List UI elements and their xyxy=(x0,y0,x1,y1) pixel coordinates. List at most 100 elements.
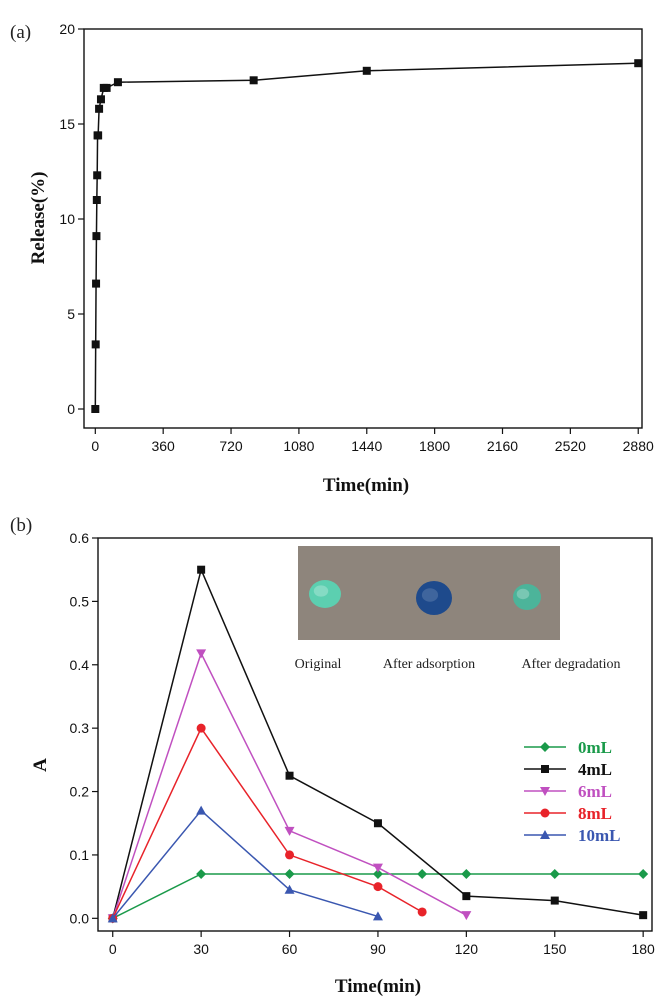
b-point-8ml xyxy=(285,850,295,860)
b-point-10ml xyxy=(107,913,118,923)
b-y-axis-title: A xyxy=(30,758,51,772)
b-point-4ml xyxy=(373,819,382,828)
absorbance-chart: (b) 0 30 60 90 120 150 180 0.0 0.1 0.2 0.3 0.4 0.5 0… xyxy=(10,515,655,997)
b-point-0ml xyxy=(372,868,383,879)
b-point-6ml xyxy=(461,911,472,921)
inset-sample-highlight xyxy=(516,588,530,600)
a-y-tick-label: 20 xyxy=(59,21,75,37)
inset-sample-highlight xyxy=(313,585,329,597)
a-x-tick-label: 2880 xyxy=(623,438,654,454)
inset-label-after-adsorption: After adsorption xyxy=(383,657,475,672)
a-x-tick-label: 720 xyxy=(219,438,243,454)
b-point-6ml xyxy=(372,863,383,873)
inset-photo: Original After adsorption After degradat… xyxy=(295,546,621,672)
legend-label-4ml: 4mL xyxy=(578,760,612,779)
legend-marker-4ml xyxy=(541,765,549,773)
a-y-tick-label: 0 xyxy=(67,401,75,417)
inset-label-after-degradation: After degradation xyxy=(521,657,620,672)
a-point-series xyxy=(249,76,258,85)
b-point-0ml xyxy=(461,868,472,879)
inset-sample xyxy=(309,580,341,608)
panel-b-label: (b) xyxy=(10,515,32,536)
a-point-series xyxy=(95,104,104,113)
b-y-tick-label: 0.4 xyxy=(70,657,90,673)
inset-label-original: Original xyxy=(295,657,342,672)
a-x-tick-label: 0 xyxy=(91,438,99,454)
b-point-10ml xyxy=(284,884,295,894)
b-y-tick-label: 0.0 xyxy=(70,910,90,926)
b-y-tick-label: 0.3 xyxy=(70,720,90,736)
legend-label-6ml: 6mL xyxy=(578,782,612,801)
legend: 0mL 4mL 6mL 8mL 10mL xyxy=(524,738,621,845)
b-x-tick-label: 60 xyxy=(282,941,298,957)
b-x-tick-label: 150 xyxy=(543,941,567,957)
panel-a-label: (a) xyxy=(10,22,31,43)
b-point-8ml xyxy=(417,907,427,917)
legend-label-8ml: 8mL xyxy=(578,804,612,823)
a-plot-frame xyxy=(83,28,643,429)
b-x-tick-label: 30 xyxy=(193,941,209,957)
a-point-series xyxy=(92,196,101,204)
inset-sample xyxy=(416,581,452,615)
a-y-tick-label: 10 xyxy=(59,211,75,227)
a-x-tick-label: 2520 xyxy=(555,438,586,454)
legend-marker-6ml xyxy=(540,787,550,796)
a-y-tick-label: 5 xyxy=(67,306,75,322)
a-point-series xyxy=(113,78,122,87)
a-point-series xyxy=(94,131,103,140)
b-x-tick-label: 120 xyxy=(455,941,479,957)
a-x-tick-label: 2160 xyxy=(487,438,518,454)
a-point-series xyxy=(102,83,111,92)
b-point-0ml xyxy=(284,868,295,879)
b-point-6ml xyxy=(284,826,295,836)
b-x-axis-title: Time(min) xyxy=(335,976,421,997)
a-point-series xyxy=(92,279,101,288)
release-chart: (a) 0 360 720 1080 1440 1800 2160 2520 2880 0 5 10… xyxy=(10,21,654,496)
a-point-series xyxy=(91,340,100,349)
b-point-0ml xyxy=(549,868,560,879)
b-point-4ml xyxy=(197,565,206,574)
a-point-series xyxy=(634,59,643,68)
legend-marker-10ml xyxy=(540,830,550,839)
a-x-tick-label: 360 xyxy=(151,438,175,454)
b-point-4ml xyxy=(285,771,294,780)
a-x-tick-label: 1080 xyxy=(283,438,314,454)
b-y-tick-label: 0.2 xyxy=(70,784,90,800)
b-y-tick-label: 0.5 xyxy=(70,593,90,609)
b-y-tick-label: 0.6 xyxy=(70,530,90,546)
a-point-series xyxy=(92,232,101,241)
a-point-series xyxy=(362,66,371,75)
b-point-4ml xyxy=(550,896,559,905)
b-x-tick-label: 180 xyxy=(631,941,655,957)
b-point-0ml xyxy=(417,868,428,879)
b-x-tick-label: 0 xyxy=(109,941,117,957)
b-series-line-10ml xyxy=(112,809,379,919)
b-point-0ml xyxy=(196,868,207,879)
b-point-10ml xyxy=(196,805,207,815)
a-x-axis-title: Time(min) xyxy=(323,475,409,496)
a-y-axis-title: Release(%) xyxy=(28,172,49,265)
b-point-6ml xyxy=(196,649,207,659)
legend-marker-8ml xyxy=(540,808,550,818)
inset-sample-highlight xyxy=(421,588,439,602)
b-point-4ml xyxy=(462,892,471,901)
b-plot-frame xyxy=(97,537,653,932)
b-point-4ml xyxy=(639,911,648,920)
legend-label-0ml: 0mL xyxy=(578,738,612,757)
b-point-10ml xyxy=(372,911,383,921)
b-point-0ml xyxy=(638,868,649,879)
a-series-line-series xyxy=(94,62,639,410)
a-point-series xyxy=(93,171,102,180)
a-point-series xyxy=(91,405,100,413)
b-series-line-0ml xyxy=(112,873,644,919)
b-point-8ml xyxy=(373,882,383,892)
a-point-series xyxy=(96,95,105,104)
legend-marker-0ml xyxy=(540,742,550,752)
b-x-tick-label: 90 xyxy=(370,941,386,957)
a-y-tick-label: 15 xyxy=(59,116,75,132)
b-point-8ml xyxy=(196,723,206,733)
b-y-tick-label: 0.1 xyxy=(70,847,90,863)
legend-label-10ml: 10mL xyxy=(578,826,621,845)
inset-sample xyxy=(513,584,541,610)
